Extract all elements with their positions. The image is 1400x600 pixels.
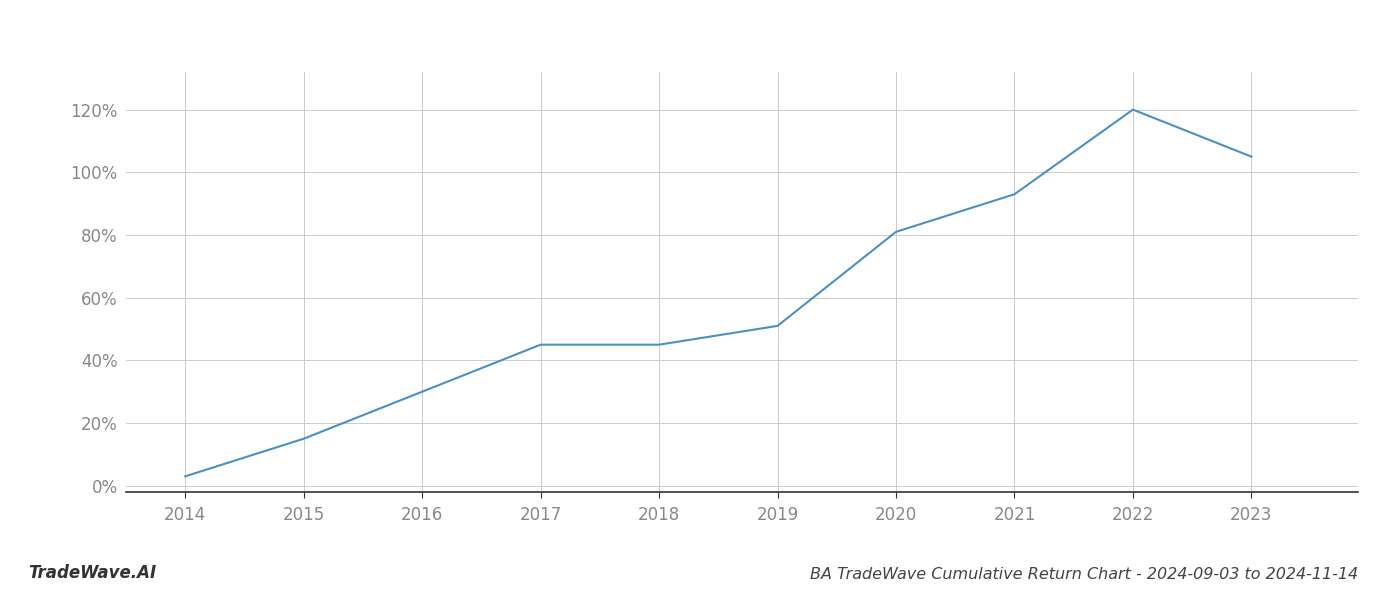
Text: BA TradeWave Cumulative Return Chart - 2024-09-03 to 2024-11-14: BA TradeWave Cumulative Return Chart - 2… (809, 567, 1358, 582)
Text: TradeWave.AI: TradeWave.AI (28, 564, 157, 582)
